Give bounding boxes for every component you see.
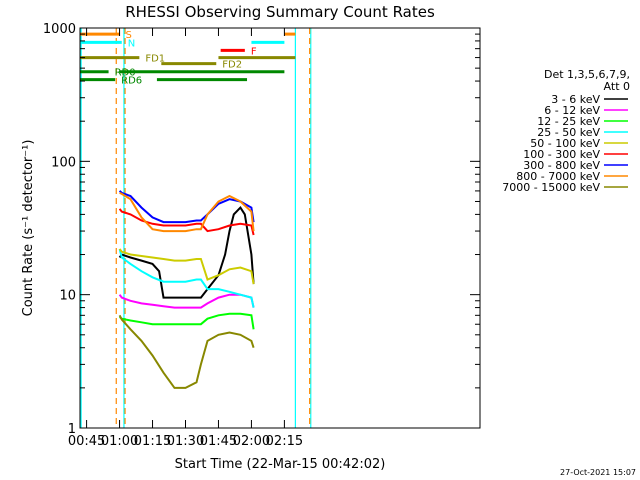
flag-label-rd6: RD6 — [121, 76, 142, 87]
y-axis-title: Count Rate (s⁻¹ detector⁻¹) — [21, 140, 36, 317]
x-tick-label-5: 02:00 — [233, 434, 270, 449]
series-line-6 — [118, 190, 255, 224]
series-line-3 — [118, 248, 255, 308]
legend-label-6: 300 - 800 keV — [523, 159, 600, 172]
legend-label-0: 3 - 6 keV — [551, 93, 600, 106]
flag-label-fd2: FD2 — [222, 60, 242, 71]
flag-label-n: N — [128, 38, 135, 49]
x-tick-label-1: 01:00 — [101, 434, 138, 449]
chart-title: RHESSI Observing Summary Count Rates — [125, 3, 435, 21]
timestamp: 27-Oct-2021 15:07 — [560, 468, 636, 477]
x-tick-label-3: 01:30 — [167, 434, 204, 449]
plot-frame — [79, 27, 481, 429]
legend-label-3: 25 - 50 keV — [537, 126, 600, 139]
series-line-5 — [118, 208, 255, 236]
series-lines — [118, 190, 255, 389]
legend-label-2: 12 - 25 keV — [537, 115, 600, 128]
flag-label-fd1: FD1 — [145, 54, 165, 65]
x-tick-label-2: 01:15 — [134, 434, 171, 449]
legend-label-1: 6 - 12 keV — [544, 104, 600, 117]
y-tick-label-2: 100 — [51, 155, 76, 170]
y-tick-label-0: 1 — [68, 422, 76, 437]
legend-header-1: Att 0 — [604, 80, 630, 93]
series-line-7 — [119, 191, 255, 233]
y-tick-label-3: 1000 — [43, 22, 76, 37]
series-line-4 — [118, 248, 255, 285]
series-line-8 — [118, 314, 255, 389]
flag-label-f: F — [251, 46, 257, 57]
legend-header-0: Det 1,3,5,6,7,9, — [544, 68, 630, 81]
flag-label-rd0: RD0 — [115, 68, 136, 79]
x-tick-label-0: 00:45 — [68, 434, 105, 449]
series-line-1 — [118, 293, 255, 309]
x-tick-label-4: 01:45 — [200, 434, 237, 449]
legend-label-4: 50 - 100 keV — [530, 137, 600, 150]
x-axis-title: Start Time (22-Mar-15 00:42:02) — [175, 457, 386, 472]
series-line-0 — [118, 206, 255, 299]
flag-label-s: S — [126, 30, 132, 41]
y-tick-label-1: 10 — [59, 289, 76, 304]
series-line-2 — [118, 312, 255, 330]
legend-label-7: 800 - 7000 keV — [516, 170, 600, 183]
marker-lines — [80, 28, 312, 428]
x-tick-label-6: 02:15 — [266, 434, 303, 449]
legend-label-8: 7000 - 15000 keV — [502, 181, 600, 194]
legend-label-5: 100 - 300 keV — [523, 148, 600, 161]
